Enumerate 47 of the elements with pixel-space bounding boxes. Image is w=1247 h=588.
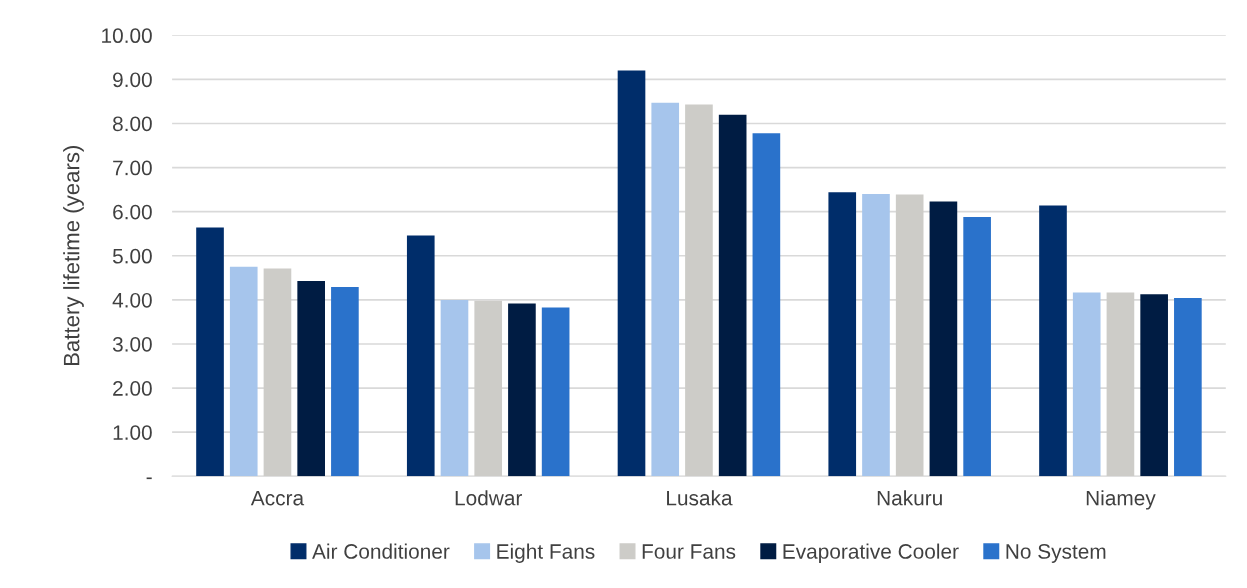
legend-label: Evaporative Cooler bbox=[783, 543, 959, 563]
y-tick-label: 10.00 bbox=[102, 28, 152, 44]
bar bbox=[651, 102, 680, 477]
bar bbox=[508, 303, 536, 477]
y-tick-label: 1.00 bbox=[113, 425, 152, 440]
bar bbox=[331, 287, 359, 477]
y-tick-label: 4.00 bbox=[112, 292, 152, 308]
y-axis-title: Battery lifetime (years) bbox=[63, 146, 84, 366]
bar bbox=[1140, 294, 1168, 477]
bar bbox=[1106, 292, 1135, 477]
x-tick-label: Niamey bbox=[1086, 490, 1156, 510]
y-tick-label: 8.00 bbox=[113, 116, 152, 132]
bar bbox=[895, 194, 924, 477]
y-tick-label: 6.00 bbox=[113, 204, 152, 220]
bar bbox=[1174, 298, 1202, 477]
y-tick-label: 7.00 bbox=[113, 160, 152, 176]
bar bbox=[862, 194, 890, 477]
x-tick-label: Lodwar bbox=[455, 490, 523, 506]
y-tick-label: 5.00 bbox=[112, 248, 152, 264]
legend-label: Four Fans bbox=[642, 544, 736, 559]
bar bbox=[196, 227, 224, 477]
y-tick-label: 9.00 bbox=[113, 72, 152, 88]
bar bbox=[541, 307, 570, 477]
bar bbox=[963, 216, 991, 477]
x-tick-label: Lusaka bbox=[667, 490, 733, 506]
y-tick-label: - bbox=[146, 477, 152, 480]
x-tick-label: Accra bbox=[250, 490, 305, 506]
bar bbox=[297, 280, 325, 477]
bar bbox=[229, 266, 258, 477]
bar bbox=[929, 201, 958, 477]
bar bbox=[1039, 205, 1067, 477]
y-tick-label: 3.00 bbox=[112, 336, 152, 352]
bar bbox=[718, 114, 747, 477]
legend-label: Eight Fans bbox=[497, 543, 595, 563]
y-tick-label: 2.00 bbox=[113, 381, 152, 396]
bar bbox=[1072, 292, 1101, 477]
bar bbox=[685, 104, 713, 477]
bar bbox=[828, 192, 857, 477]
bar bbox=[617, 70, 646, 477]
bar bbox=[474, 300, 503, 477]
legend-label: No System bbox=[1006, 544, 1106, 563]
bar bbox=[406, 235, 435, 477]
x-tick-label: Nakuru bbox=[877, 490, 942, 506]
bar bbox=[263, 268, 292, 477]
bar bbox=[440, 299, 469, 477]
bar bbox=[752, 133, 781, 477]
legend-label: Air Conditioner bbox=[312, 543, 450, 559]
